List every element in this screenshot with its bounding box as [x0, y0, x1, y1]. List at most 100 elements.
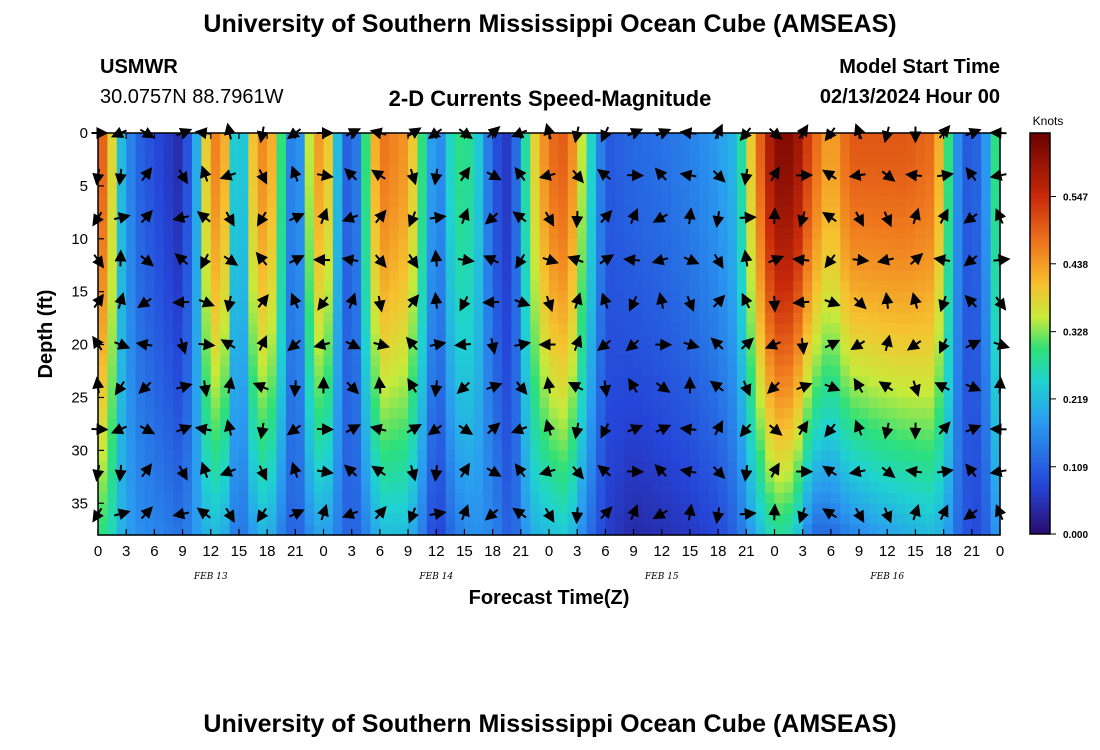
current-vector [430, 464, 443, 482]
heatmap-cell [455, 270, 466, 282]
heatmap-cell [436, 386, 447, 399]
heatmap-cell [924, 408, 935, 420]
heatmap-cell [464, 355, 475, 367]
heatmap-cell [276, 492, 287, 504]
heatmap-cell [116, 281, 127, 293]
heatmap-cell [107, 482, 118, 494]
heatmap-cell [549, 355, 559, 367]
heatmap-cell [896, 228, 907, 240]
heatmap-cell [868, 450, 879, 462]
current-vector [288, 509, 305, 520]
heatmap-cell [924, 175, 935, 187]
heatmap-cell [736, 207, 747, 219]
heatmap-cell [962, 386, 973, 399]
heatmap-cell [361, 376, 372, 388]
heatmap-cell [877, 450, 888, 462]
heatmap-cell [539, 492, 550, 504]
heatmap-cell [520, 397, 531, 409]
heatmap-cell [567, 492, 578, 504]
heatmap-cell [915, 312, 926, 325]
heatmap-cell [633, 386, 644, 399]
heatmap-cell [361, 154, 372, 166]
heatmap-cell [295, 302, 306, 314]
heatmap-cell [182, 386, 193, 399]
heatmap-cell [455, 238, 466, 250]
heatmap-cell [426, 408, 437, 420]
heatmap-cell [455, 217, 466, 229]
heatmap-cell [981, 323, 992, 335]
heatmap-cell [755, 217, 766, 229]
heatmap-cell [408, 524, 419, 536]
heatmap-cell [887, 154, 898, 166]
heatmap-cell [370, 154, 381, 166]
heatmap-cell [962, 344, 973, 356]
heatmap-cell [98, 450, 108, 462]
heatmap-cell [455, 524, 466, 536]
heatmap-cell [351, 302, 362, 314]
heatmap-cell [906, 386, 917, 399]
heatmap-cell [417, 513, 428, 526]
heatmap-cell [981, 439, 992, 451]
heatmap-cell [708, 291, 719, 303]
current-vector [538, 169, 556, 181]
heatmap-cell [285, 185, 296, 198]
heatmap-cell [605, 259, 616, 272]
heatmap-cell [182, 291, 193, 303]
heatmap-cell [116, 143, 127, 155]
heatmap-cell [445, 270, 456, 282]
heatmap-cell [549, 259, 559, 272]
heatmap-cell [229, 344, 240, 356]
heatmap-cell [116, 365, 127, 377]
heatmap-cell [304, 196, 315, 208]
heatmap-cell [971, 397, 982, 409]
heatmap-cell [586, 503, 597, 515]
heatmap-cell [389, 249, 400, 261]
heatmap-cell [135, 207, 146, 219]
current-vector [369, 423, 387, 436]
heatmap-cell [868, 217, 879, 229]
heatmap-cell [727, 249, 738, 261]
heatmap-cell [436, 291, 447, 303]
heatmap-cell [906, 513, 917, 526]
current-vector [224, 419, 236, 436]
heatmap-cell [511, 439, 522, 451]
heatmap-cell [661, 418, 672, 430]
heatmap-cell [605, 439, 616, 451]
heatmap-cell [906, 524, 917, 536]
heatmap-cell [718, 207, 729, 219]
heatmap-cell [502, 334, 513, 346]
current-vector [514, 463, 527, 478]
heatmap-cell [530, 175, 541, 187]
heatmap-cell [990, 302, 1001, 314]
heatmap-cell [887, 312, 898, 325]
heatmap-cell [483, 450, 494, 462]
heatmap-cell [990, 185, 1001, 198]
heatmap-cell [689, 513, 700, 526]
heatmap-cell [549, 344, 559, 356]
heatmap-cell [389, 281, 400, 293]
heatmap-cell [642, 397, 653, 409]
heatmap-cell [661, 228, 672, 240]
heatmap-cell [304, 386, 315, 399]
heatmap-cell [652, 143, 663, 155]
heatmap-cell [173, 344, 184, 356]
heatmap-cell [840, 344, 851, 356]
heatmap-cell [981, 302, 992, 314]
heatmap-cell [896, 450, 907, 462]
heatmap-cell [398, 376, 409, 388]
heatmap-cell [492, 471, 503, 483]
y-tick-label: 0 [80, 125, 88, 142]
heatmap-cell [605, 270, 616, 282]
heatmap-cell [943, 471, 954, 483]
heatmap-cell [295, 133, 306, 145]
heatmap-cell [492, 249, 503, 261]
heatmap-cell [981, 492, 992, 504]
current-vector [114, 508, 131, 521]
heatmap-cell [924, 397, 935, 409]
heatmap-cell [671, 207, 682, 219]
heatmap-cell [361, 175, 372, 187]
heatmap-cell [107, 492, 118, 504]
heatmap-cell [877, 397, 888, 409]
heatmap-cell [934, 323, 945, 335]
heatmap-cell [746, 133, 757, 145]
